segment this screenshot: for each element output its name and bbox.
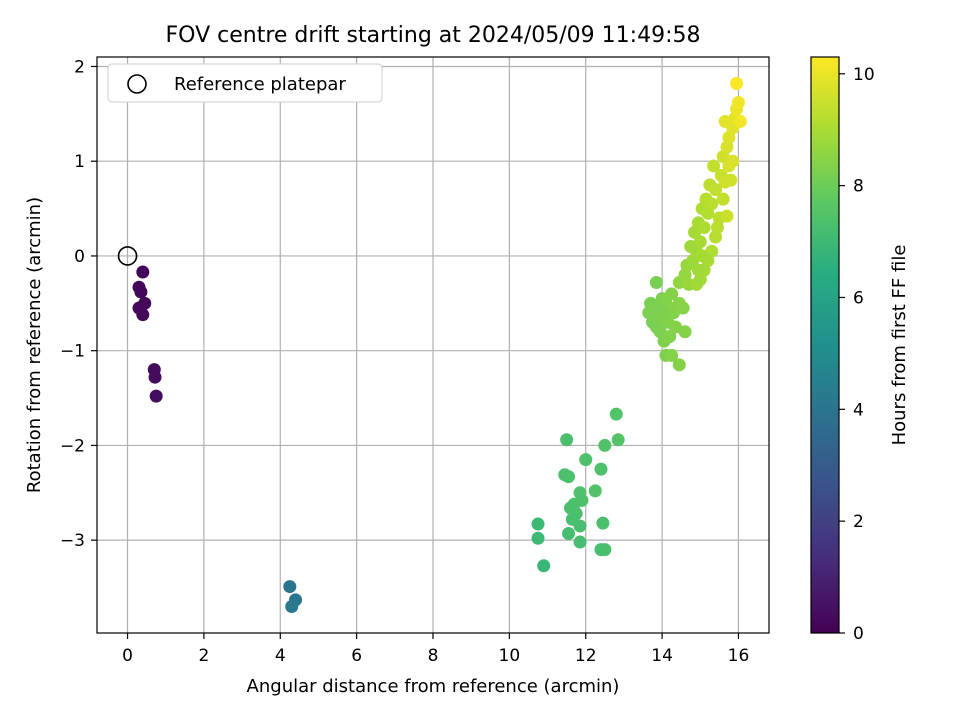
data-point (710, 221, 724, 235)
data-point (705, 197, 719, 211)
data-point (562, 527, 576, 541)
data-point (665, 287, 679, 301)
x-axis-label: Angular distance from reference (arcmin) (247, 676, 620, 697)
y-axis-ticks: −3 −2 −1 0 1 2 (60, 57, 97, 551)
grid-lines (97, 57, 769, 633)
data-point (598, 543, 612, 557)
data-point (134, 285, 148, 299)
data-point (716, 192, 730, 206)
x-axis-ticks: 0 2 4 6 8 10 12 14 16 (122, 633, 749, 666)
data-point (724, 173, 738, 187)
data-point (136, 308, 150, 322)
data-point (285, 599, 299, 613)
colorbar-tick-label: 0 (853, 624, 864, 644)
data-point (691, 263, 705, 277)
x-tick-label: 10 (499, 646, 521, 666)
x-tick-label: 6 (351, 646, 362, 666)
data-points (132, 77, 747, 613)
legend-box (107, 63, 383, 103)
data-point (689, 277, 703, 291)
colorbar-ticks: 0 2 4 6 8 10 (839, 65, 875, 644)
colorbar-label: Hours from first FF file (889, 245, 910, 446)
data-point (588, 484, 602, 498)
data-point (720, 209, 734, 223)
data-point (722, 159, 736, 173)
data-point (730, 77, 744, 91)
data-point (531, 531, 545, 545)
data-point (579, 453, 593, 467)
data-point (665, 348, 679, 362)
colorbar-gradient (810, 56, 840, 634)
x-tick-label: 2 (198, 646, 209, 666)
y-tick-label: 1 (74, 152, 85, 172)
data-point (663, 329, 677, 343)
colorbar-tick-label: 10 (853, 65, 875, 85)
data-point (733, 114, 747, 128)
colorbar-tick-label: 8 (853, 177, 864, 197)
data-point (649, 275, 663, 289)
y-tick-label: 0 (74, 247, 85, 267)
data-point (693, 235, 707, 249)
data-point (283, 580, 297, 594)
reference-marker (117, 246, 138, 266)
data-point (609, 407, 623, 421)
data-point (668, 320, 682, 334)
data-point (697, 221, 711, 235)
data-point (653, 311, 667, 325)
y-tick-label: −1 (60, 342, 85, 362)
data-point (573, 519, 587, 533)
data-point (672, 358, 686, 372)
data-point (709, 183, 723, 197)
data-point (531, 517, 545, 531)
data-point (598, 438, 612, 452)
colorbar-tick-label: 2 (853, 512, 864, 532)
legend-entry-reference: Reference platepar (174, 74, 346, 95)
colorbar-tick-label: 6 (853, 288, 864, 308)
y-tick-label: −3 (60, 531, 85, 551)
legend-marker (127, 74, 147, 94)
x-tick-label: 4 (275, 646, 286, 666)
data-point (573, 535, 587, 549)
chart-title: FOV centre drift starting at 2024/05/09 … (166, 23, 701, 48)
x-tick-label: 0 (122, 646, 133, 666)
data-point (594, 462, 608, 476)
y-tick-label: 2 (74, 57, 85, 77)
legend: Reference platepar (107, 63, 383, 103)
data-point (560, 433, 574, 447)
colorbar-tick-label: 4 (853, 400, 864, 420)
data-point (596, 516, 610, 530)
data-point (136, 265, 150, 279)
data-point (695, 249, 709, 263)
x-tick-label: 14 (651, 646, 673, 666)
data-point (148, 370, 162, 384)
data-point (611, 433, 625, 447)
data-point (676, 301, 690, 315)
data-point (707, 159, 721, 173)
data-point (537, 559, 551, 573)
y-tick-label: −2 (60, 436, 85, 456)
x-tick-label: 8 (428, 646, 439, 666)
data-point (149, 389, 163, 403)
x-tick-label: 16 (728, 646, 750, 666)
colorbar: 0 2 4 6 8 10 Hours from first FF file (810, 56, 910, 644)
x-tick-label: 12 (575, 646, 597, 666)
y-axis-label: Rotation from reference (arcmin) (24, 197, 45, 493)
data-point (731, 95, 745, 109)
data-point (562, 470, 576, 484)
